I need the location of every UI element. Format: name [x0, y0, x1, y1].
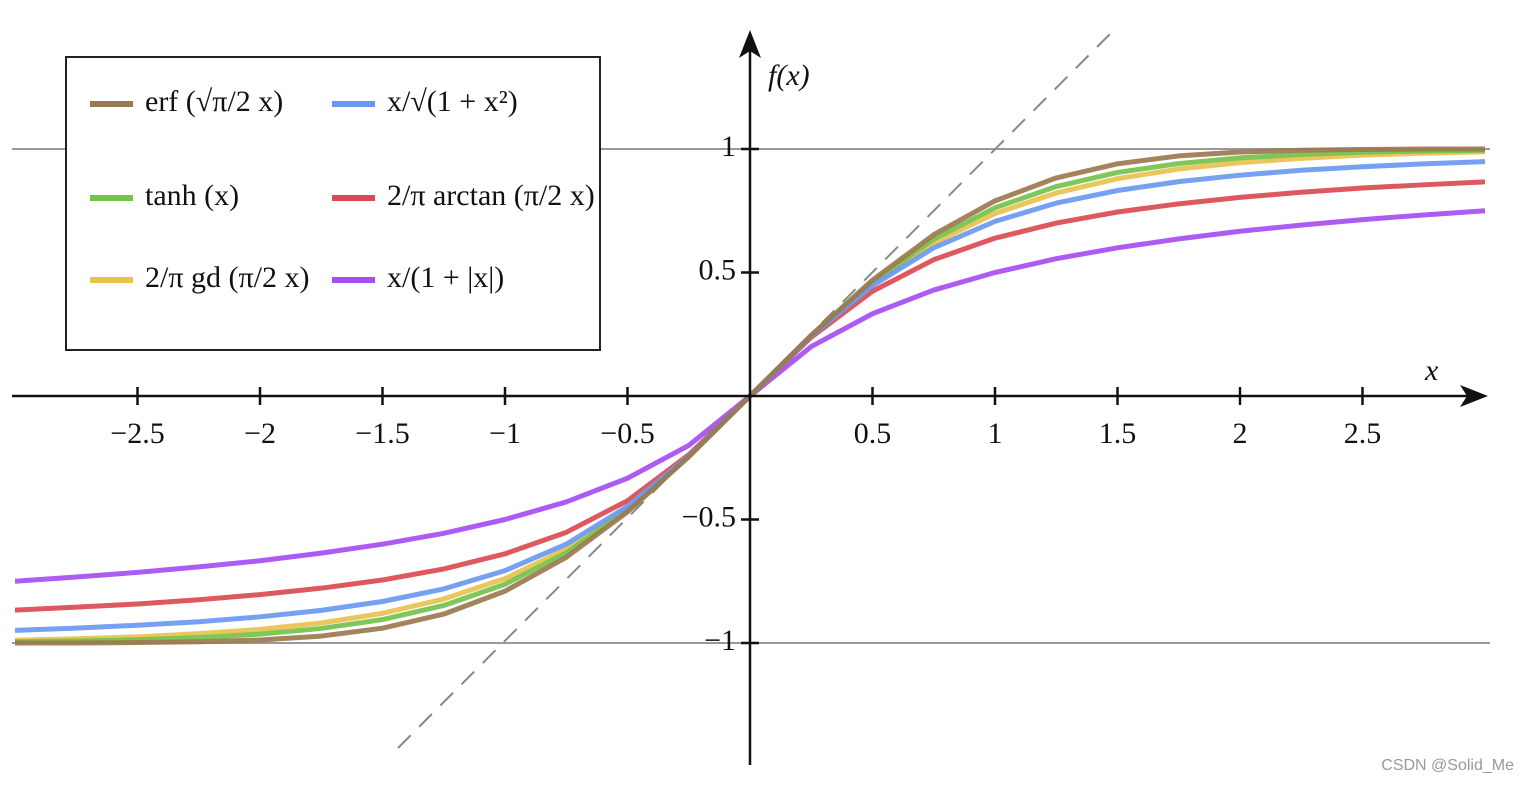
x-tick-label: −2.5 [110, 417, 164, 450]
legend-label: erf (√π/2 x) [145, 85, 283, 118]
x-tick-label: −1 [489, 417, 521, 450]
legend-label: x/√(1 + x²) [387, 85, 518, 118]
watermark: CSDN @Solid_Me [1381, 757, 1514, 774]
x-tick-label: 1.5 [1099, 417, 1137, 450]
x-axis-arrow [1460, 385, 1488, 407]
legend-label: 2/π gd (π/2 x) [145, 261, 309, 294]
x-tick-label: 0.5 [854, 417, 892, 450]
x-tick-label: 2 [1233, 417, 1248, 450]
y-tick-label: −0.5 [682, 500, 736, 533]
x-axis-label: x [1424, 354, 1439, 387]
y-axis-arrow [739, 30, 761, 58]
x-tick-label: −2 [244, 417, 276, 450]
x-tick-label: −1.5 [355, 417, 409, 450]
x-tick-label: 2.5 [1344, 417, 1382, 450]
y-tick-label: 0.5 [699, 253, 737, 286]
legend: erf (√π/2 x) x/√(1 + x²) tanh (x) 2/π arcta… [90, 85, 595, 294]
legend-label: tanh (x) [145, 179, 239, 212]
legend-label: x/(1 + |x|) [387, 261, 504, 294]
y-axis-label: f(x) [768, 59, 810, 92]
identity-line [397, 31, 1113, 749]
y-tick-label: 1 [721, 130, 736, 163]
x-tick-label: −0.5 [600, 417, 654, 450]
x-tick-label: 1 [988, 417, 1003, 450]
legend-label: 2/π arctan (π/2 x) [387, 179, 595, 212]
y-tick-label: −1 [704, 624, 736, 657]
